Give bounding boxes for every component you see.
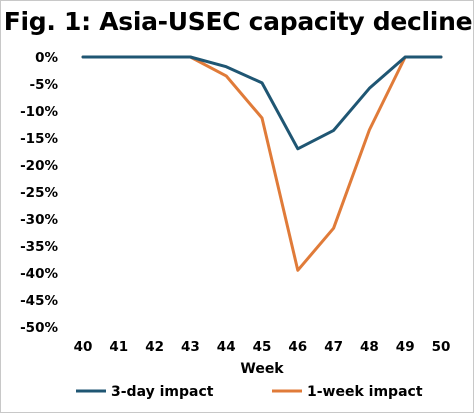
y-tick-label: -45% [20,293,58,309]
x-tick-label: 41 [109,339,128,355]
y-tick-label: -35% [20,239,58,255]
y-tick-label: -10% [20,104,58,120]
y-tick-label: -40% [20,266,58,282]
series-line-1 [81,55,443,151]
x-axis-label: Week [240,361,284,377]
y-tick-label: -15% [20,131,58,147]
x-tick-label: 40 [74,339,93,355]
y-tick-label: 0% [35,50,58,66]
y-tick-label: -30% [20,212,58,228]
x-tick-label: 47 [324,339,343,355]
chart-title: Fig. 1: Asia-USEC capacity decline [3,7,473,36]
x-tick-label: 45 [253,339,272,355]
y-tick-label: -5% [29,77,58,93]
legend-label-2: 1-week impact [307,384,423,400]
x-tick-label: 46 [288,339,307,355]
x-tick-label: 49 [396,339,415,355]
legend-label-1: 3-day impact [111,384,214,400]
x-tick-label: 50 [432,339,451,355]
y-tick-label: -25% [20,185,58,201]
x-tick-label: 44 [217,339,236,355]
series-line-2 [81,55,443,272]
x-tick-label: 43 [181,339,200,355]
x-tick-label: 42 [145,339,164,355]
y-tick-label: -20% [20,158,58,174]
x-tick-label: 48 [360,339,379,355]
y-tick-label: -50% [20,320,58,336]
